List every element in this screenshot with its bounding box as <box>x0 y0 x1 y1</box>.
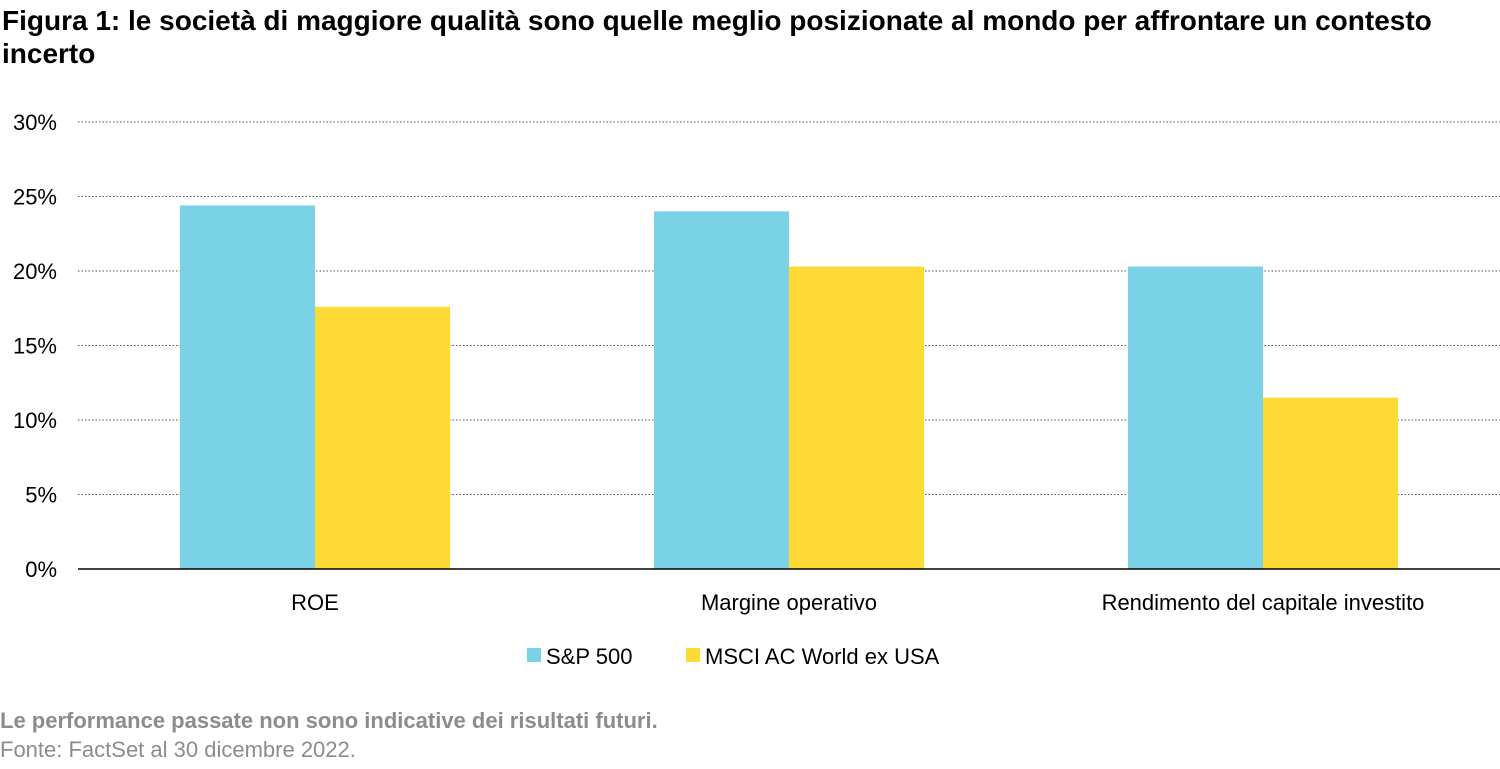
legend-swatch <box>686 648 700 662</box>
bars <box>180 205 1398 569</box>
legend: S&P 500 MSCI AC World ex USA <box>527 644 940 669</box>
x-axis-category-labels: ROE Margine operativo Rendimento del capit… <box>291 590 1424 615</box>
legend-swatch <box>527 648 541 662</box>
disclaimer-text: Le performance passate non sono indicati… <box>0 708 658 733</box>
bar-sp500 <box>180 205 315 569</box>
bar-msci-acwi-ex-usa <box>1263 397 1398 569</box>
bar-chart: 0% 5% 10% 15% 20% 25% 30% ROE Margine operativo… <box>13 110 1500 669</box>
y-tick-label: 15% <box>13 334 57 359</box>
y-tick-label: 20% <box>13 259 57 284</box>
source-text: Fonte: FactSet al 30 dicembre 2022. <box>0 737 356 762</box>
y-tick-label: 30% <box>13 110 57 135</box>
y-axis-tick-labels: 0% 5% 10% 15% 20% 25% 30% <box>13 110 57 582</box>
bar-msci-acwi-ex-usa <box>789 266 924 569</box>
y-tick-label: 25% <box>13 185 57 210</box>
bar-sp500 <box>1128 266 1263 569</box>
y-tick-label: 10% <box>13 408 57 433</box>
footnote: Le performance passate non sono indicati… <box>0 706 658 764</box>
chart-title: Figura 1: le società di maggiore qualità… <box>2 5 1432 69</box>
legend-label: S&P 500 <box>546 644 632 669</box>
x-category-label: ROE <box>291 590 339 615</box>
legend-label: MSCI AC World ex USA <box>705 644 940 669</box>
y-tick-label: 5% <box>25 483 57 508</box>
y-tick-label: 0% <box>25 557 57 582</box>
bar-sp500 <box>654 211 789 569</box>
x-category-label: Margine operativo <box>701 590 877 615</box>
x-category-label: Rendimento del capitale investito <box>1102 590 1425 615</box>
bar-msci-acwi-ex-usa <box>315 306 450 569</box>
